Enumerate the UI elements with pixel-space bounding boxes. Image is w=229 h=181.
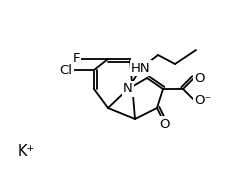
Text: N: N: [123, 83, 133, 96]
Text: O⁻: O⁻: [194, 94, 212, 106]
Text: O: O: [194, 71, 204, 85]
Text: Cl: Cl: [60, 64, 73, 77]
Text: O: O: [160, 117, 170, 131]
Text: F: F: [72, 52, 80, 66]
Text: HN: HN: [131, 62, 151, 75]
Text: K⁺: K⁺: [18, 144, 35, 159]
